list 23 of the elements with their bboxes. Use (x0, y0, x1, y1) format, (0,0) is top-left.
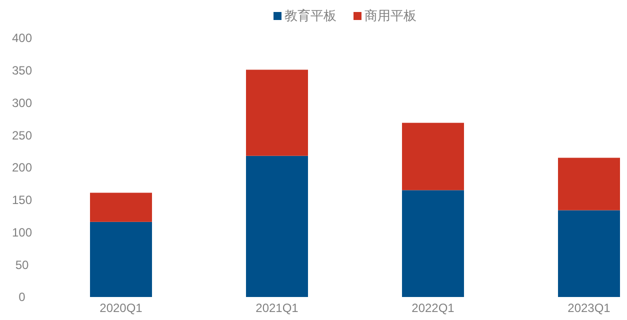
y-tick-label: 200 (12, 160, 32, 175)
y-tick-label: 0 (18, 290, 26, 304)
bar (246, 156, 308, 297)
legend-label: 商用平板 (364, 8, 416, 23)
bar (90, 192, 152, 222)
bar (246, 70, 308, 156)
bar (90, 222, 152, 297)
legend-label: 教育平板 (284, 8, 336, 23)
bar (402, 122, 464, 190)
x-tick-label: 2022Q1 (412, 301, 455, 315)
x-tick-label: 2021Q1 (256, 301, 299, 315)
y-tick-label: 400 (12, 31, 32, 46)
bar (558, 158, 620, 210)
y-tick-label: 150 (12, 193, 32, 208)
x-tick-label: 2020Q1 (100, 301, 143, 315)
x-tick-label: 2023Q1 (568, 301, 611, 315)
y-tick-label: 300 (12, 96, 32, 110)
y-tick-label: 50 (15, 258, 29, 272)
y-tick-label: 350 (12, 64, 32, 78)
bar (558, 210, 620, 297)
bar (402, 190, 464, 297)
y-tick-label: 250 (12, 128, 32, 142)
y-tick-label: 100 (12, 225, 32, 240)
